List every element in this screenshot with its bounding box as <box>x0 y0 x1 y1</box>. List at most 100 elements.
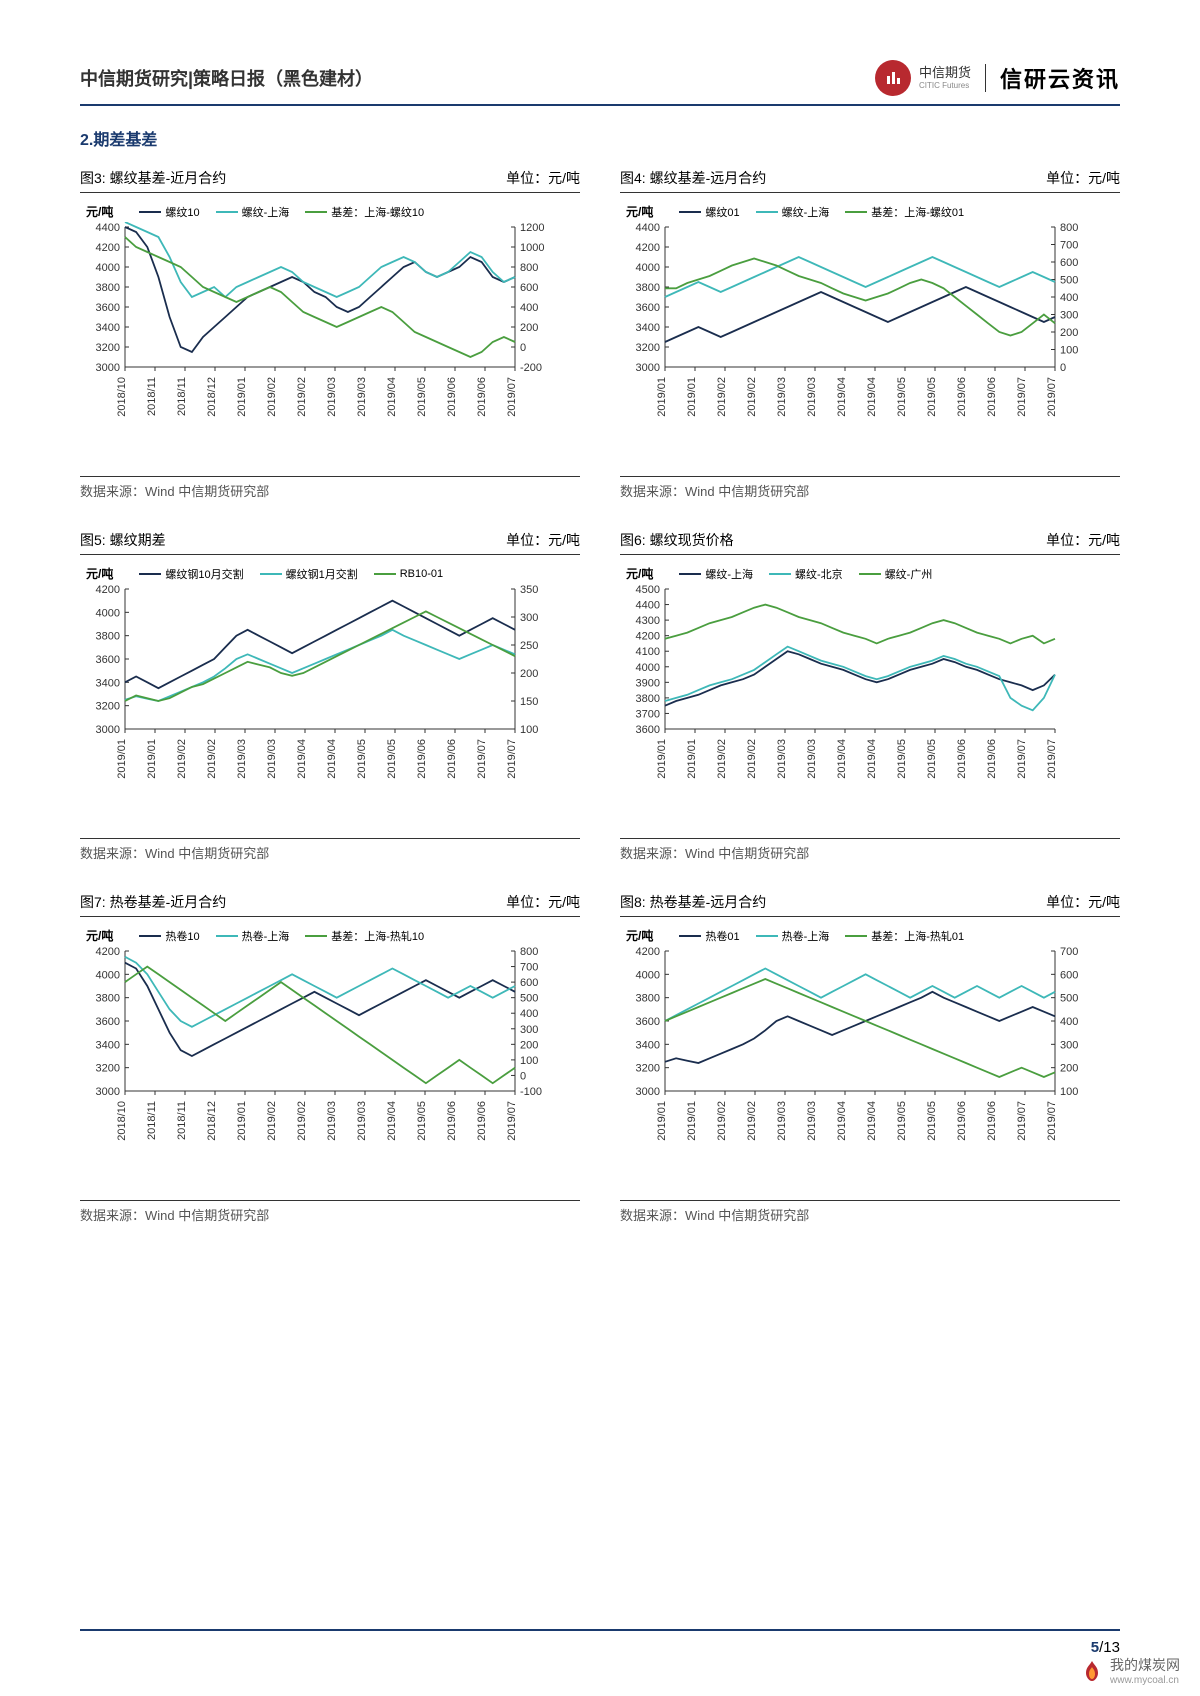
chart-svg: 30003200340036003800400042004400-2000200… <box>80 222 560 422</box>
svg-text:2019/06: 2019/06 <box>986 739 998 779</box>
svg-text:3600: 3600 <box>96 302 120 314</box>
svg-text:3600: 3600 <box>96 654 120 666</box>
svg-text:2019/03: 2019/03 <box>356 1101 368 1141</box>
svg-text:4000: 4000 <box>636 969 660 981</box>
header-title: 中信期货研究|策略日报（黑色建材） <box>80 65 373 91</box>
logo-text-main: 中信期货 <box>919 66 971 80</box>
flame-icon <box>1080 1659 1104 1683</box>
legend-item: 基差：上海-螺纹01 <box>845 203 964 220</box>
svg-text:2019/01: 2019/01 <box>146 739 158 779</box>
chart-legend: 元/吨螺纹-上海螺纹-北京螺纹-广州 <box>620 561 1120 584</box>
svg-text:250: 250 <box>520 640 538 652</box>
y-axis-unit: 元/吨 <box>626 203 653 220</box>
svg-text:4200: 4200 <box>96 584 120 596</box>
svg-text:3600: 3600 <box>636 1016 660 1028</box>
svg-text:2019/07: 2019/07 <box>1046 1101 1058 1141</box>
svg-text:0: 0 <box>520 342 526 354</box>
svg-text:2019/06: 2019/06 <box>446 739 458 779</box>
svg-text:4000: 4000 <box>96 607 120 619</box>
svg-text:0: 0 <box>520 1070 526 1082</box>
svg-text:2019/02: 2019/02 <box>746 739 758 779</box>
svg-text:2019/06: 2019/06 <box>956 1101 968 1141</box>
svg-text:2019/05: 2019/05 <box>386 739 398 779</box>
svg-text:350: 350 <box>520 584 538 596</box>
svg-text:2019/06: 2019/06 <box>416 739 428 779</box>
chart-title: 图8: 热卷基差-远月合约 <box>620 892 766 912</box>
svg-text:3000: 3000 <box>636 362 660 374</box>
chart4: 图4: 螺纹基差-远月合约单位：元/吨元/吨螺纹01螺纹-上海基差：上海-螺纹0… <box>620 168 1120 500</box>
svg-text:2018/12: 2018/12 <box>206 377 218 417</box>
svg-text:-200: -200 <box>520 362 542 374</box>
svg-text:3200: 3200 <box>636 1063 660 1075</box>
svg-text:2019/03: 2019/03 <box>806 739 818 779</box>
svg-text:4000: 4000 <box>96 262 120 274</box>
svg-text:3400: 3400 <box>96 1039 120 1051</box>
svg-text:3800: 3800 <box>96 631 120 643</box>
svg-text:600: 600 <box>1060 969 1078 981</box>
svg-text:2019/07: 2019/07 <box>1016 739 1028 779</box>
svg-text:2019/01: 2019/01 <box>686 1101 698 1141</box>
svg-text:2019/03: 2019/03 <box>776 739 788 779</box>
svg-text:2019/07: 2019/07 <box>506 1101 518 1141</box>
svg-text:600: 600 <box>520 977 538 989</box>
chart-source: 数据来源：Wind 中信期货研究部 <box>620 1200 1120 1224</box>
svg-text:300: 300 <box>520 1024 538 1036</box>
svg-text:2019/04: 2019/04 <box>836 377 848 417</box>
svg-text:2019/04: 2019/04 <box>386 377 398 417</box>
legend-item: 螺纹10 <box>139 203 199 220</box>
chart5: 图5: 螺纹期差单位：元/吨元/吨螺纹钢10月交割螺纹钢1月交割RB10-013… <box>80 530 580 862</box>
svg-text:2018/10: 2018/10 <box>116 377 128 417</box>
svg-text:2018/11: 2018/11 <box>146 1101 158 1140</box>
watermark: 我的煤炭网 www.mycoal.cn <box>1080 1655 1180 1686</box>
svg-text:2019/04: 2019/04 <box>836 739 848 779</box>
chart-unit: 单位：元/吨 <box>1046 168 1120 188</box>
svg-text:1200: 1200 <box>520 222 544 234</box>
svg-text:4200: 4200 <box>636 631 660 643</box>
svg-text:600: 600 <box>520 282 538 294</box>
svg-text:3000: 3000 <box>636 1086 660 1098</box>
svg-text:400: 400 <box>1060 292 1078 304</box>
header-brand: 中信期货 CITIC Futures 信研云资讯 <box>875 60 1120 96</box>
svg-text:100: 100 <box>1060 1086 1078 1098</box>
chart-svg: 3000320034003600380040004200-10001002003… <box>80 946 560 1146</box>
svg-text:2019/05: 2019/05 <box>926 739 938 779</box>
svg-text:2019/02: 2019/02 <box>176 739 188 779</box>
svg-text:2018/11: 2018/11 <box>146 377 158 416</box>
svg-text:2019/02: 2019/02 <box>746 1101 758 1141</box>
svg-text:3400: 3400 <box>96 322 120 334</box>
svg-text:400: 400 <box>520 302 538 314</box>
svg-text:200: 200 <box>1060 1063 1078 1075</box>
svg-text:4200: 4200 <box>636 946 660 958</box>
svg-text:4300: 4300 <box>636 615 660 627</box>
svg-text:600: 600 <box>1060 257 1078 269</box>
svg-text:3600: 3600 <box>636 724 660 736</box>
chart-title: 图3: 螺纹基差-近月合约 <box>80 168 226 188</box>
svg-text:3800: 3800 <box>636 993 660 1005</box>
svg-text:2019/04: 2019/04 <box>866 377 878 417</box>
svg-text:3800: 3800 <box>636 693 660 705</box>
svg-text:2019/01: 2019/01 <box>236 377 248 417</box>
page-number: 5/13 <box>80 1639 1120 1656</box>
legend-item: 热卷-上海 <box>216 927 290 944</box>
svg-text:700: 700 <box>1060 240 1078 252</box>
svg-text:2019/06: 2019/06 <box>956 377 968 417</box>
svg-text:400: 400 <box>520 1008 538 1020</box>
svg-text:800: 800 <box>1060 222 1078 234</box>
svg-text:2019/06: 2019/06 <box>446 1101 458 1141</box>
svg-text:2019/04: 2019/04 <box>296 739 308 779</box>
svg-text:3000: 3000 <box>96 1086 120 1098</box>
svg-text:2019/07: 2019/07 <box>476 739 488 779</box>
chart-unit: 单位：元/吨 <box>506 168 580 188</box>
page-header: 中信期货研究|策略日报（黑色建材） 中信期货 CITIC Futures 信研云… <box>80 60 1120 106</box>
chart-legend: 元/吨热卷01热卷-上海基差：上海-热轧01 <box>620 923 1120 946</box>
svg-text:2019/07: 2019/07 <box>1046 739 1058 779</box>
svg-text:100: 100 <box>1060 345 1078 357</box>
chart-source: 数据来源：Wind 中信期货研究部 <box>80 476 580 500</box>
chart-source: 数据来源：Wind 中信期货研究部 <box>80 838 580 862</box>
svg-text:2018/10: 2018/10 <box>116 1101 128 1141</box>
svg-text:200: 200 <box>520 1039 538 1051</box>
legend-item: 螺纹01 <box>679 203 739 220</box>
svg-text:2019/05: 2019/05 <box>416 1101 428 1141</box>
brand-name: 信研云资讯 <box>1000 62 1120 94</box>
svg-text:3400: 3400 <box>636 1039 660 1051</box>
